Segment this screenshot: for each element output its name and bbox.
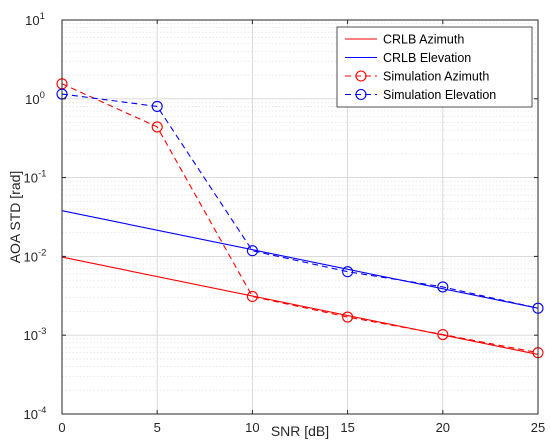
legend-label: CRLB Elevation: [383, 51, 471, 65]
legend-label: Simulation Elevation: [383, 88, 496, 102]
y-tick-base: 10: [24, 407, 38, 422]
y-tick-exponent: -1: [38, 169, 46, 180]
legend-marker: [355, 70, 367, 82]
y-tick-label: 101: [25, 11, 45, 28]
legend-box: [336, 26, 533, 108]
legend-entry: CRLB Azimuth: [345, 33, 464, 47]
y-tick-exponent: -3: [38, 326, 46, 337]
x-tick-label: 20: [436, 420, 450, 435]
legend-label: CRLB Azimuth: [383, 33, 464, 47]
y-tick-label: 10-3: [24, 326, 47, 343]
x-tick-label: 0: [58, 420, 65, 435]
data-point: [246, 245, 258, 257]
x-tick-label: 15: [340, 420, 354, 435]
y-tick-base: 10: [24, 328, 38, 343]
y-axis-label: AOA STD [rad]: [7, 171, 23, 264]
series-crlb-elevation: [61, 210, 539, 309]
y-tick-exponent: -4: [38, 405, 46, 416]
data-point: [151, 100, 163, 112]
y-tick-base: 10: [25, 92, 39, 107]
legend-label: Simulation Azimuth: [383, 70, 489, 84]
y-tick-exponent: -2: [38, 247, 46, 258]
y-tick-base: 10: [24, 249, 38, 264]
data-point: [151, 121, 163, 133]
y-tick-base: 10: [25, 13, 39, 28]
data-point: [246, 290, 258, 303]
y-tick-label: 100: [25, 90, 45, 107]
series-line: [61, 93, 539, 309]
legend-entry: CRLB Elevation: [345, 51, 471, 65]
x-tick-label: 10: [245, 420, 259, 435]
x-tick-label: 5: [154, 420, 161, 435]
series-crlb-azimuth: [61, 256, 539, 355]
data-point: [342, 266, 354, 278]
y-tick-base: 10: [24, 171, 38, 186]
series-line: [61, 210, 539, 309]
x-axis-label: SNR [dB]: [271, 423, 329, 439]
y-tick-label: 10-4: [24, 405, 47, 422]
y-tick-label: 10-2: [24, 247, 47, 264]
series-line: [61, 256, 539, 355]
legend: CRLB Azimuth CRLB Elevation Simulation Azi…: [336, 26, 533, 108]
data-point: [342, 311, 354, 323]
y-tick-exponent: 0: [40, 90, 45, 101]
y-tick-label: 10-1: [24, 169, 47, 186]
x-tick-label: 25: [531, 420, 545, 435]
plot-frame: [61, 19, 539, 415]
legend-marker: [355, 88, 367, 101]
y-tick-exponent: 1: [40, 11, 45, 22]
legend-entry: Simulation Azimuth: [345, 70, 489, 84]
data-point: [437, 328, 449, 341]
legend-entry: Simulation Elevation: [345, 88, 496, 102]
data-point: [437, 281, 449, 293]
